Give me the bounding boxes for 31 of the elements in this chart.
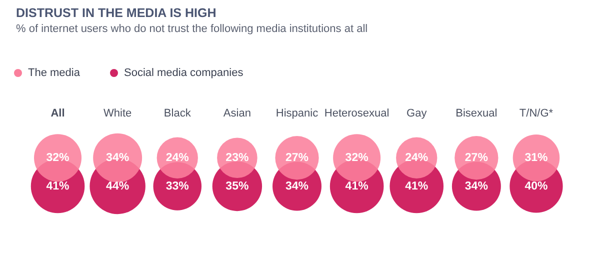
data-label: 41%: [405, 180, 428, 192]
category-label: White: [104, 107, 132, 120]
category-label: T/N/G*: [519, 107, 554, 120]
data-label: 31%: [524, 152, 548, 164]
data-label: 34%: [285, 180, 309, 192]
data-label: 23%: [226, 152, 249, 164]
data-label: 41%: [345, 180, 368, 192]
category-label: Hispanic: [276, 107, 319, 120]
category-label: Bisexual: [456, 107, 498, 120]
data-label: 44%: [106, 180, 130, 192]
data-label: 33%: [166, 180, 189, 192]
data-label: 41%: [46, 180, 70, 192]
data-label: 24%: [166, 152, 189, 164]
data-label: 34%: [106, 152, 130, 164]
data-label: 27%: [285, 152, 309, 164]
text: DISTRUST IN THE MEDIA IS HIGH: [16, 6, 216, 20]
legend-label: Social media companies: [124, 67, 244, 79]
data-label: 32%: [345, 152, 368, 164]
data-label: 27%: [464, 152, 488, 164]
data-label: 40%: [524, 180, 548, 192]
data-label: 35%: [226, 180, 249, 192]
category-label: Gay: [406, 107, 428, 120]
text: % of internet users who do not trust the following media institutions at all: [16, 23, 368, 35]
category-label: Black: [164, 107, 192, 120]
category-label: Heterosexual: [324, 107, 390, 120]
category-label: All: [50, 107, 65, 120]
data-label: 32%: [46, 152, 70, 164]
data-label: 24%: [405, 152, 428, 164]
category-label: Asian: [223, 107, 251, 120]
data-label: 34%: [464, 180, 488, 192]
legend-label: The media: [28, 67, 80, 79]
